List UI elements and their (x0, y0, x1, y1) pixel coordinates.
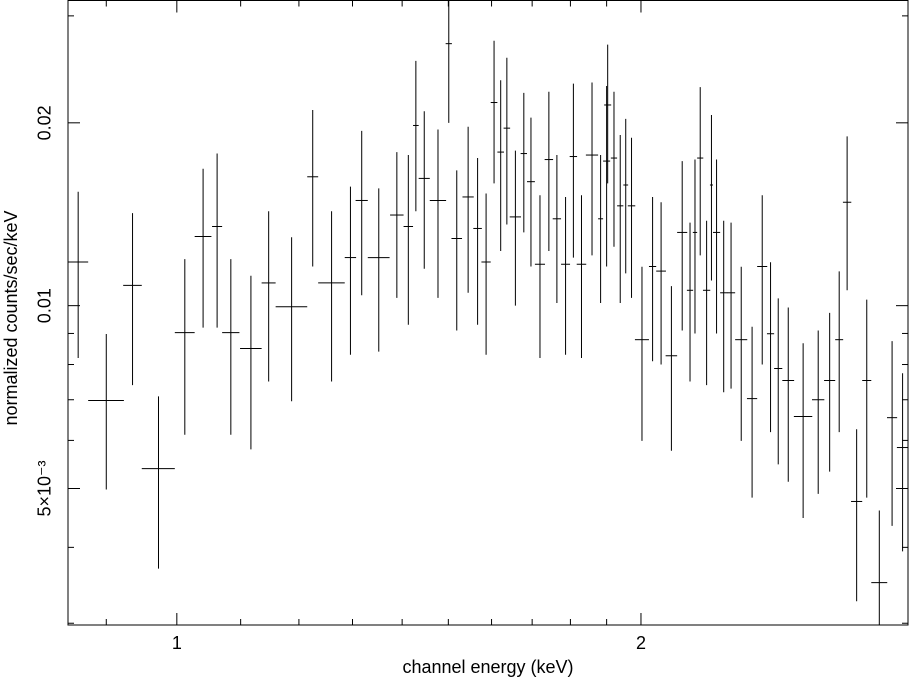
x-tick-label: 2 (636, 633, 646, 653)
y-tick-label: 0.01 (35, 288, 55, 323)
y-tick-label: 5×10⁻³ (35, 460, 55, 516)
plot-area (68, 0, 908, 625)
x-tick-label: 1 (172, 633, 182, 653)
y-axis-title: normalized counts/sec/keV (1, 210, 21, 425)
plot-frame (67, 0, 909, 626)
x-axis-title: channel energy (keV) (402, 657, 573, 677)
y-tick-label: 0.02 (35, 105, 55, 140)
